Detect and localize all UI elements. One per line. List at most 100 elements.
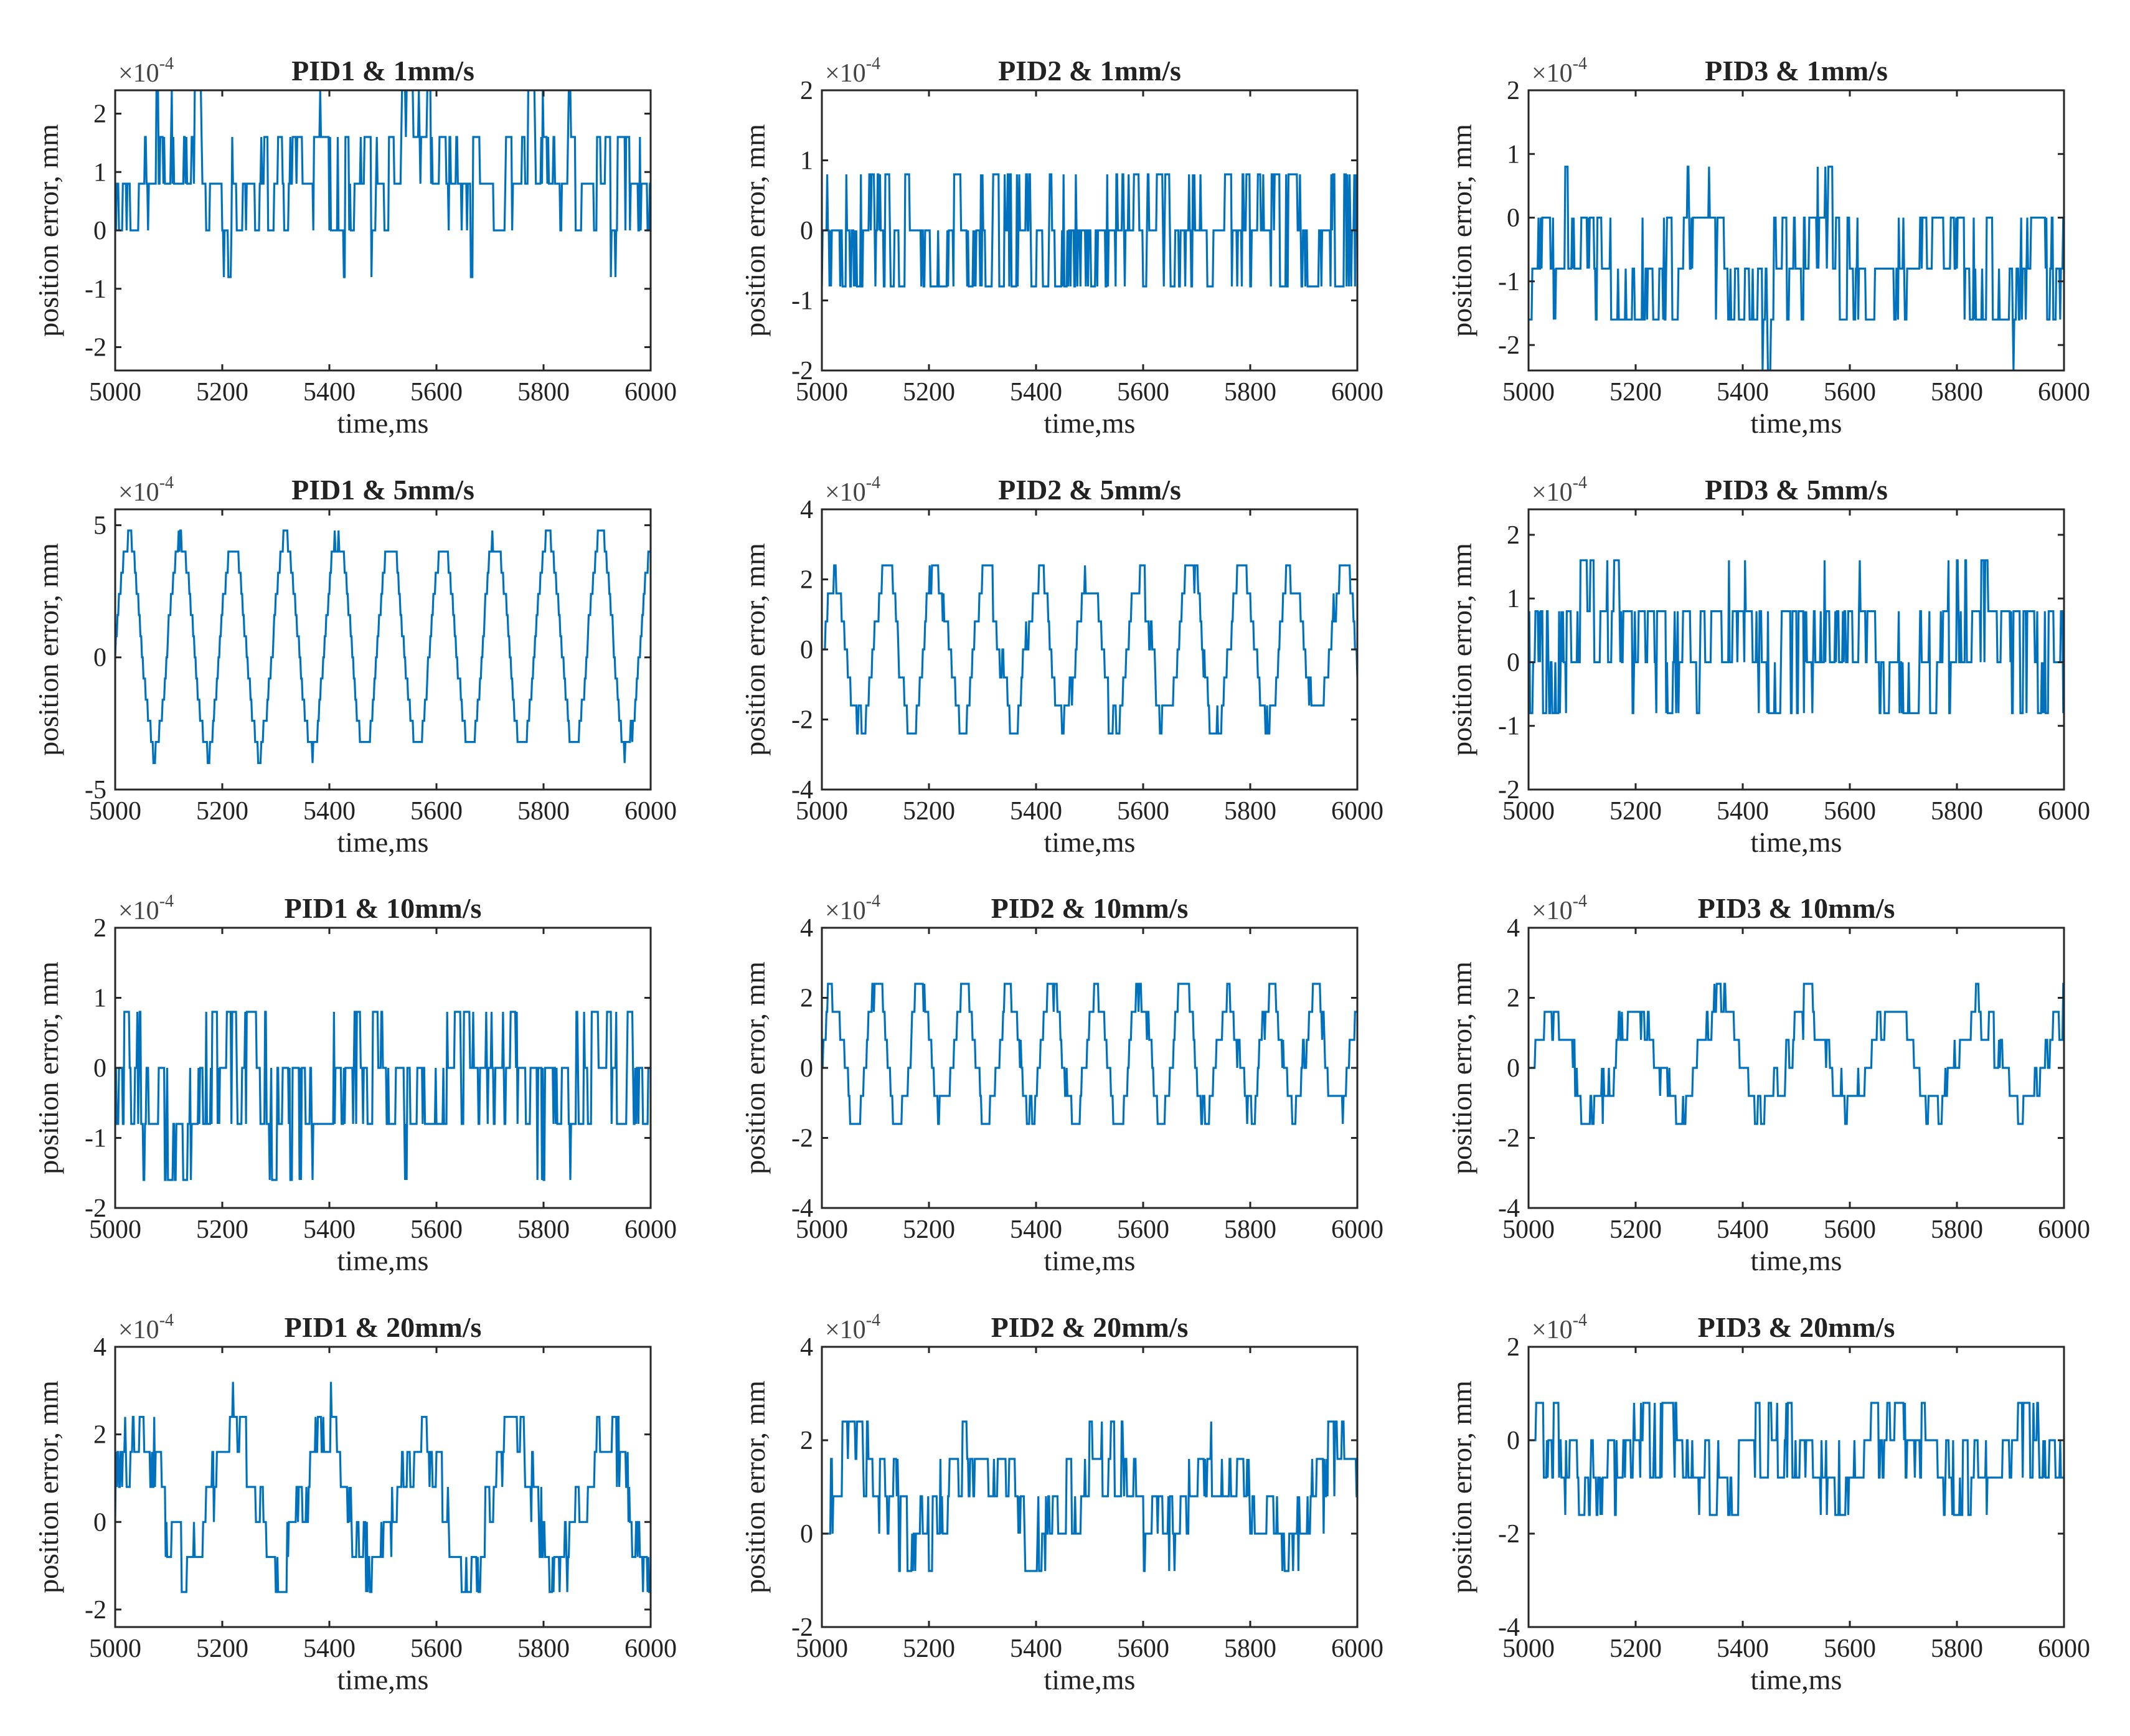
x-axis-label: time,ms xyxy=(1751,1664,1842,1696)
y-tick-label: -2 xyxy=(85,1194,106,1223)
x-tick-label: 5600 xyxy=(1824,797,1876,826)
plot-frame xyxy=(114,508,652,791)
axis-multiplier-exponent: -4 xyxy=(866,473,880,493)
x-tick-label: 5800 xyxy=(517,378,570,407)
plot-frame xyxy=(1527,89,2065,372)
axis-multiplier-base: ×10 xyxy=(1532,478,1573,507)
axis-multiplier: ×10-4 xyxy=(825,1311,880,1344)
y-tick-label: 4 xyxy=(93,1333,106,1362)
x-axis-label: time,ms xyxy=(1751,1245,1842,1276)
y-axis-label: position error, mm xyxy=(32,543,64,756)
y-tick-label: 1 xyxy=(800,147,813,176)
x-tick-label: 5600 xyxy=(1824,1215,1876,1244)
x-axis-label: time,ms xyxy=(1751,826,1842,858)
x-tick-label: 6000 xyxy=(624,1635,677,1663)
x-tick-label: 6000 xyxy=(624,378,677,407)
y-tick-label: 2 xyxy=(800,984,813,1013)
y-tick-label: 2 xyxy=(1507,77,1520,105)
x-tick-label: 6000 xyxy=(2038,1215,2090,1244)
y-tick-label: -5 xyxy=(85,776,106,804)
y-tick-label: -1 xyxy=(85,1125,106,1153)
x-tick-label: 5600 xyxy=(1117,1215,1169,1244)
y-tick-label: 1 xyxy=(1507,140,1520,169)
y-tick-label: -2 xyxy=(85,334,106,362)
y-tick-label: 0 xyxy=(800,636,813,664)
plot-frame xyxy=(114,1346,652,1628)
x-tick-label: 5800 xyxy=(1931,1215,1983,1244)
x-tick-label: 5000 xyxy=(796,797,848,826)
y-tick-label: 0 xyxy=(1507,1427,1520,1455)
y-tick-label: -4 xyxy=(791,776,813,804)
plot-frame xyxy=(821,1346,1359,1628)
x-tick-label: 5400 xyxy=(1010,378,1062,407)
subplot-title: PID1 & 5mm/s xyxy=(291,474,474,506)
x-tick-label: 5200 xyxy=(196,1215,248,1244)
x-tick-label: 5200 xyxy=(1609,1635,1662,1663)
series-line xyxy=(115,1382,651,1593)
plot-frame xyxy=(1527,508,2065,791)
subplot-2: PID2 & 1mm/s ×10-4 5000 5200 5400 5600 5800 600… xyxy=(739,54,1383,439)
y-axis-label: position error, mm xyxy=(1446,543,1477,756)
y-tick-label: 4 xyxy=(1507,914,1520,943)
subplot-6: PID3 & 5mm/s ×10-4 5000 5200 5400 5600 5800 600… xyxy=(1446,473,2090,858)
x-tick-label: 5600 xyxy=(1824,1635,1876,1663)
y-tick-label: 0 xyxy=(1507,1054,1520,1083)
axis-multiplier-exponent: -4 xyxy=(159,473,174,493)
x-tick-label: 6000 xyxy=(624,797,677,826)
x-tick-label: 5600 xyxy=(1824,378,1876,407)
y-tick-label: 2 xyxy=(93,914,106,943)
x-tick-label: 5800 xyxy=(517,1635,570,1663)
x-tick-label: 6000 xyxy=(1331,797,1383,826)
x-axis-label: time,ms xyxy=(337,1245,429,1276)
y-tick-label: -2 xyxy=(1498,1125,1520,1153)
x-tick-label: 5200 xyxy=(1609,378,1662,407)
axis-multiplier: ×10-4 xyxy=(1532,892,1587,925)
x-tick-label: 5400 xyxy=(1717,797,1769,826)
series-line xyxy=(1529,983,2064,1125)
axis-multiplier-base: ×10 xyxy=(118,59,159,88)
axis-multiplier-base: ×10 xyxy=(118,897,159,925)
x-tick-label: 6000 xyxy=(624,1215,677,1244)
y-tick-label: -2 xyxy=(791,1613,813,1642)
subplot-1: PID1 & 1mm/s ×10-4 5000 5200 5400 5600 5800 600… xyxy=(32,54,677,439)
y-axis-label: position error, mm xyxy=(1446,124,1477,337)
x-tick-label: 5600 xyxy=(1117,378,1169,407)
y-tick-label: 2 xyxy=(1507,984,1520,1013)
axis-multiplier: ×10-4 xyxy=(825,473,880,507)
y-tick-label: 0 xyxy=(1507,204,1520,233)
axis-multiplier-exponent: -4 xyxy=(159,1311,174,1330)
axis-multiplier-base: ×10 xyxy=(118,478,159,507)
x-tick-label: 5800 xyxy=(1224,378,1276,407)
axis-multiplier: ×10-4 xyxy=(118,1311,174,1344)
subplot-title: PID1 & 10mm/s xyxy=(285,892,482,924)
x-tick-label: 5600 xyxy=(410,1215,463,1244)
x-axis-label: time,ms xyxy=(337,1664,429,1696)
axis-multiplier-exponent: -4 xyxy=(1573,892,1587,911)
x-tick-label: 5200 xyxy=(903,1635,955,1663)
y-tick-label: -2 xyxy=(1498,1520,1520,1549)
x-tick-label: 5400 xyxy=(303,1215,356,1244)
y-tick-label: 1 xyxy=(93,984,106,1013)
y-tick-label: -1 xyxy=(1498,268,1520,296)
x-tick-label: 5400 xyxy=(303,378,356,407)
y-tick-label: -4 xyxy=(1498,1613,1520,1642)
subplot-10: PID1 & 20mm/s ×10-4 5000 5200 5400 5600 5800 60… xyxy=(32,1311,677,1696)
subplot-title: PID2 & 5mm/s xyxy=(998,474,1181,506)
x-tick-label: 5800 xyxy=(1931,797,1983,826)
x-tick-label: 5400 xyxy=(1717,1635,1769,1663)
x-tick-label: 5000 xyxy=(89,378,141,407)
subplot-11: PID2 & 20mm/s ×10-4 5000 5200 5400 5600 5800 60… xyxy=(739,1311,1383,1696)
y-axis-label: position error, mm xyxy=(32,961,64,1174)
subplot-title: PID2 & 1mm/s xyxy=(998,55,1181,87)
axis-multiplier-exponent: -4 xyxy=(159,892,174,911)
x-tick-label: 5800 xyxy=(1931,1635,1983,1663)
subplot-title: PID3 & 20mm/s xyxy=(1698,1311,1895,1343)
x-tick-label: 5800 xyxy=(1931,378,1983,407)
axis-multiplier-base: ×10 xyxy=(118,1316,159,1344)
x-tick-label: 5200 xyxy=(1609,1215,1662,1244)
x-tick-label: 5400 xyxy=(1717,378,1769,407)
y-axis-label: position error, mm xyxy=(32,124,64,337)
y-tick-label: -4 xyxy=(1498,1194,1520,1223)
